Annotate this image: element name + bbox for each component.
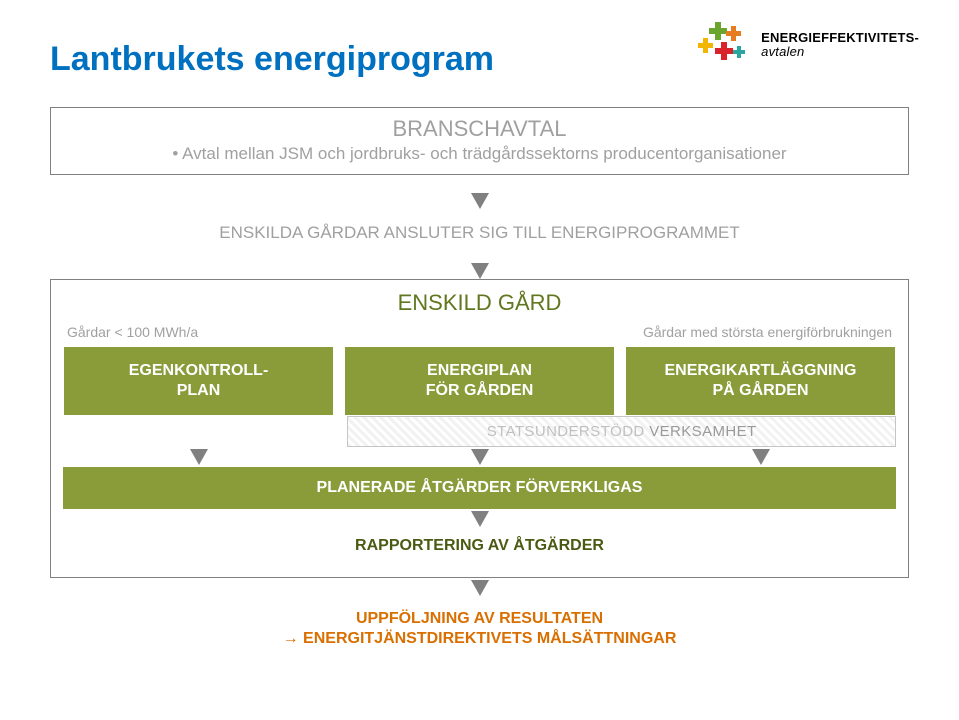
- plan-row: PLANERADE ÅTGÄRDER FÖRVERKLIGAS: [63, 467, 896, 509]
- egenkontroll-l1: EGENKONTROLL-: [72, 361, 325, 381]
- col-egenkontroll: EGENKONTROLL- PLAN: [63, 346, 334, 416]
- chevron-down-icon: [471, 263, 489, 279]
- chevron-down-icon: [471, 511, 489, 527]
- plan-box: PLANERADE ÅTGÄRDER FÖRVERKLIGAS: [63, 467, 896, 509]
- enskild-gard-box: ENSKILD GÅRD Gårdar < 100 MWh/a Gårdar m…: [50, 279, 909, 578]
- col-energiplan: ENERGIPLAN FÖR GÅRDEN: [344, 346, 615, 416]
- arrow-col-2: [344, 449, 615, 465]
- arrow-col-3: [625, 449, 896, 465]
- col-kartlaggning: ENERGIKARTLÄGGNING PÅ GÅRDEN: [625, 346, 896, 416]
- kartlaggning-l2: PÅ GÅRDEN: [634, 381, 887, 401]
- arrow-down-4: [50, 580, 909, 596]
- gard-range-row: Gårdar < 100 MWh/a Gårdar med största en…: [63, 324, 896, 346]
- arrow-down-2: [50, 263, 909, 279]
- rapport-row: RAPPORTERING AV ÅTGÄRDER: [63, 529, 896, 563]
- kartlaggning-box: ENERGIKARTLÄGGNING PÅ GÅRDEN: [625, 346, 896, 416]
- logo-line2: avtalen: [761, 45, 919, 59]
- three-options-row: EGENKONTROLL- PLAN ENERGIPLAN FÖR GÅRDEN…: [63, 346, 896, 416]
- branschavtal-box: BRANSCHAVTAL Avtal mellan JSM och jordbr…: [50, 107, 909, 175]
- chevron-down-icon: [471, 193, 489, 209]
- chevron-down-icon: [190, 449, 208, 465]
- chevron-down-icon: [471, 449, 489, 465]
- statsunder-bar: STATSUNDERSTÖDD VERKSAMHET: [347, 416, 896, 447]
- kartlaggning-l1: ENERGIKARTLÄGGNING: [634, 361, 887, 381]
- gard-left-label: Gårdar < 100 MWh/a: [67, 324, 198, 340]
- enskild-title: ENSKILD GÅRD: [63, 290, 896, 316]
- statsunder-suffix: VERKSAMHET: [649, 423, 756, 440]
- statsunder-row: STATSUNDERSTÖDD VERKSAMHET: [63, 416, 896, 447]
- statsunder-box: STATSUNDERSTÖDD VERKSAMHET: [347, 416, 896, 447]
- arrow-row-1: [63, 449, 896, 465]
- chevron-down-icon: [471, 580, 489, 596]
- rapport-box: RAPPORTERING AV ÅTGÄRDER: [63, 529, 896, 563]
- uppfoljning-line2: ENERGITJÄNSTDIREKTIVETS MÅLSÄTTNINGAR: [50, 630, 909, 648]
- enskilda-line: ENSKILDA GÅRDAR ANSLUTER SIG TILL ENERGI…: [50, 223, 909, 243]
- brand-logo: ENERGIEFFEKTIVITETS- avtalen: [697, 20, 919, 70]
- uppfoljning-line1: UPPFÖLJNING AV RESULTATEN: [50, 610, 909, 628]
- egenkontroll-l2: PLAN: [72, 381, 325, 401]
- logo-mark: [697, 20, 751, 70]
- chevron-down-icon: [752, 449, 770, 465]
- arrow-down-3: [63, 511, 896, 527]
- arrow-down-1: [50, 193, 909, 209]
- statsunder-prefix: STATSUNDERSTÖDD: [487, 423, 650, 440]
- arrow-col-1: [63, 449, 334, 465]
- energiplan-box: ENERGIPLAN FÖR GÅRDEN: [344, 346, 615, 416]
- logo-line1: ENERGIEFFEKTIVITETS-: [761, 31, 919, 45]
- uppfoljning-block: UPPFÖLJNING AV RESULTATEN ENERGITJÄNSTDI…: [50, 610, 909, 648]
- egenkontroll-box: EGENKONTROLL- PLAN: [63, 346, 334, 416]
- branschavtal-sub: Avtal mellan JSM och jordbruks- och träd…: [65, 144, 894, 164]
- energiplan-l1: ENERGIPLAN: [353, 361, 606, 381]
- statsunder-spacer: [63, 416, 337, 447]
- gard-right-label: Gårdar med största energiförbrukningen: [643, 324, 892, 340]
- energiplan-l2: FÖR GÅRDEN: [353, 381, 606, 401]
- logo-text: ENERGIEFFEKTIVITETS- avtalen: [761, 31, 919, 58]
- branschavtal-title: BRANSCHAVTAL: [65, 116, 894, 142]
